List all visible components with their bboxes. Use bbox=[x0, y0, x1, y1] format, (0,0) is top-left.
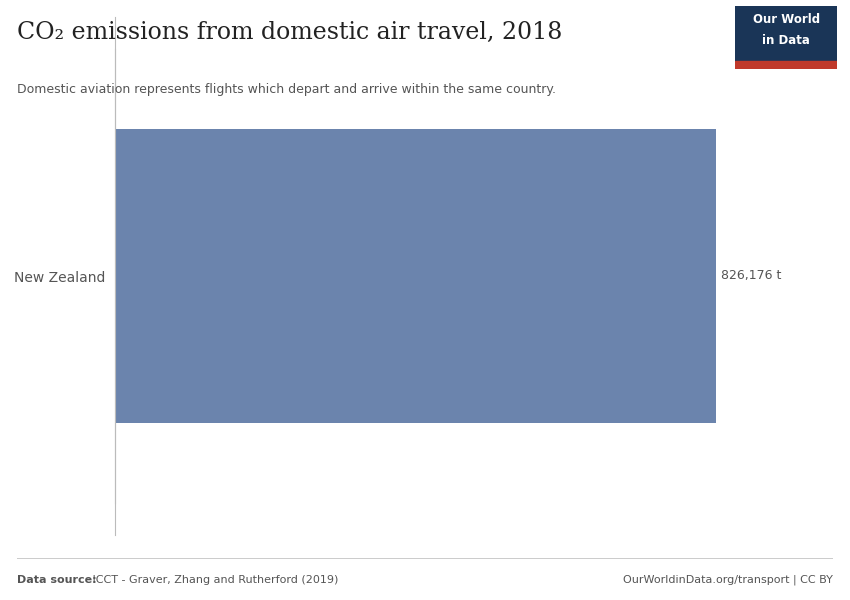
Text: Data source:: Data source: bbox=[17, 575, 97, 585]
Text: in Data: in Data bbox=[762, 34, 810, 47]
Bar bbox=[735, 61, 837, 69]
Text: CO₂ emissions from domestic air travel, 2018: CO₂ emissions from domestic air travel, … bbox=[17, 21, 563, 44]
Text: Domestic aviation represents flights which depart and arrive within the same cou: Domestic aviation represents flights whi… bbox=[17, 83, 556, 96]
Text: ICCT - Graver, Zhang and Rutherford (2019): ICCT - Graver, Zhang and Rutherford (201… bbox=[89, 575, 338, 585]
Text: Our World: Our World bbox=[753, 13, 819, 26]
Text: 826,176 t: 826,176 t bbox=[721, 269, 781, 283]
Text: OurWorldinData.org/transport | CC BY: OurWorldinData.org/transport | CC BY bbox=[623, 575, 833, 585]
